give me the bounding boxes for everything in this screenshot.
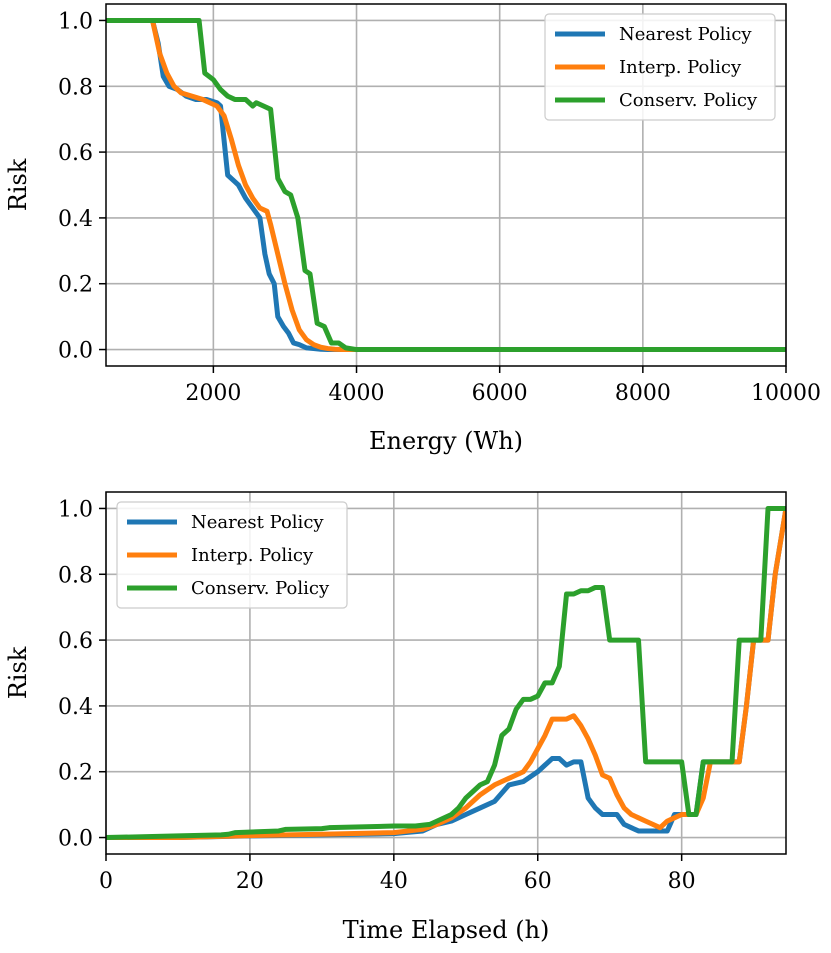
legend-label-interp-policy: Interp. Policy (191, 545, 314, 566)
x-tick-label: 2000 (185, 381, 241, 406)
y-tick-label: 0.8 (58, 563, 93, 588)
series-layer (106, 17, 786, 353)
series-line-conserv-policy (106, 17, 786, 353)
y-tick-label: 0.4 (58, 207, 93, 232)
x-tick-label: 60 (524, 869, 552, 894)
tick-marks: 2000 4000 6000 8000 10000 0.0 0.2 0.4 0.6 0.8 1.0 (58, 9, 821, 406)
series-line-interp-policy (106, 17, 786, 353)
x-axis-label: Energy (Wh) (369, 427, 523, 455)
legend-label-interp-policy: Interp. Policy (619, 57, 742, 78)
legend-label-nearest-policy: Nearest Policy (619, 24, 752, 45)
y-tick-label: 0.2 (58, 761, 93, 786)
y-axis-label: Risk (4, 646, 32, 699)
y-tick-label: 0.8 (58, 75, 93, 100)
legend-box (116, 501, 348, 609)
series-line-conserv-policy (106, 505, 786, 841)
legend-label-conserv-policy: Conserv. Policy (191, 578, 330, 599)
x-tick-label: 4000 (329, 381, 385, 406)
x-tick-label: 8000 (615, 381, 671, 406)
y-tick-label: 0.6 (58, 141, 93, 166)
series-layer (106, 505, 786, 841)
x-tick-label: 40 (380, 869, 408, 894)
x-tick-label: 10000 (751, 381, 821, 406)
y-tick-label: 0.0 (58, 827, 93, 852)
y-tick-label: 1.0 (58, 9, 93, 34)
legend-box (544, 13, 776, 121)
y-tick-label: 0.6 (58, 629, 93, 654)
x-tick-label: 0 (99, 869, 113, 894)
x-axis-label: Time Elapsed (h) (343, 916, 550, 944)
y-tick-label: 0.0 (58, 339, 93, 364)
legend-label-conserv-policy: Conserv. Policy (619, 90, 758, 111)
x-tick-label: 20 (236, 869, 264, 894)
plot-frame (105, 491, 787, 855)
legend: Nearest Policy Interp. Policy Conserv. Pol… (544, 13, 776, 121)
tick-marks: 0 20 40 60 80 0.0 0.2 0.4 0.6 0.8 1.0 (58, 497, 696, 894)
y-tick-label: 0.2 (58, 273, 93, 298)
plot-frame (105, 3, 787, 367)
x-tick-label: 80 (668, 869, 696, 894)
energy-risk-chart: 2000 4000 6000 8000 100000.00.20.40.60.81.0 … (4, 3, 821, 455)
time-risk-chart: 0 20 40 60 80 0.0 0.2 0.4 0.6 0.8 1.0 Time Elapsed… (4, 491, 787, 944)
x-tick-label: 6000 (472, 381, 528, 406)
legend-label-nearest-policy: Nearest Policy (191, 512, 324, 533)
y-tick-label: 1.0 (58, 497, 93, 522)
legend: Nearest Policy Interp. Policy Conserv. Pol… (116, 501, 348, 609)
y-axis-label: Risk (4, 158, 32, 211)
y-tick-label: 0.4 (58, 695, 93, 720)
